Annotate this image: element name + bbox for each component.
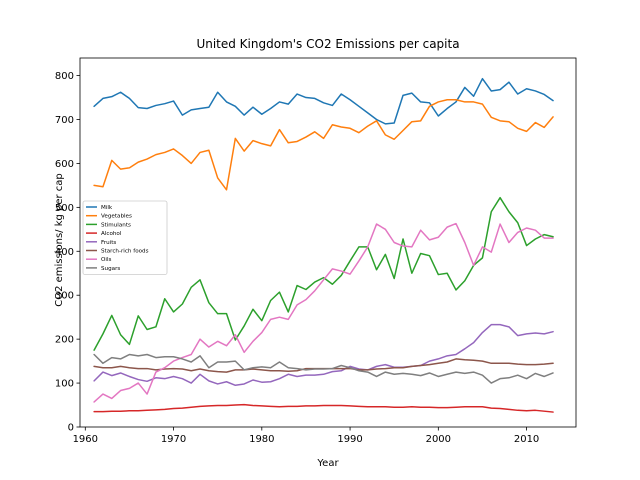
- x-tick-label: 1960: [73, 434, 98, 445]
- chart-title: United Kingdom's CO2 Emissions per capit…: [196, 37, 459, 51]
- series-line-1: [93, 98, 554, 191]
- legend-label: Vegetables: [101, 214, 132, 220]
- y-tick-label: 400: [55, 247, 74, 258]
- axes-frame: [79, 57, 577, 428]
- series-line-0: [93, 77, 554, 125]
- series-line-4: [93, 323, 554, 387]
- y-tick-label: 800: [55, 71, 74, 82]
- x-tick-label: 1980: [249, 434, 274, 445]
- y-axis-label: CO2 emissions/ kg per cap: [54, 173, 65, 307]
- legend-label: Alcohol: [101, 231, 122, 237]
- y-tick-label: 600: [55, 159, 74, 170]
- legend-label: Sugars: [101, 266, 120, 272]
- legend: Milk Vegetables Stimulants Alcohol Fruits Sta…: [82, 200, 168, 275]
- legend-box: [82, 200, 168, 275]
- series-line-2: [93, 196, 554, 351]
- legend-label: Stimulants: [101, 222, 131, 228]
- series-line-7: [93, 353, 554, 384]
- y-tick-label: 300: [55, 291, 74, 302]
- plot-area: [93, 77, 554, 413]
- x-tick-label: 1990: [337, 434, 362, 445]
- legend-label: Starch-rich foods: [101, 249, 149, 255]
- axes: 1960 1970 1980 1990 2000 2010 0 100 200 300 400 500…: [55, 57, 577, 445]
- legend-label: Oils: [101, 257, 112, 263]
- x-tick-label: 1970: [161, 434, 186, 445]
- y-tick-label: 200: [55, 335, 74, 346]
- legend-label: Fruits: [101, 240, 116, 246]
- x-tick-label: 2000: [426, 434, 451, 445]
- y-tick-label: 0: [68, 423, 74, 434]
- y-tick-label: 700: [55, 115, 74, 126]
- x-tick-label: 2010: [514, 434, 539, 445]
- y-tick-label: 500: [55, 203, 74, 214]
- series-line-3: [93, 403, 554, 413]
- series-line-6: [93, 222, 554, 403]
- x-axis-label: Year: [316, 458, 339, 469]
- legend-label: Milk: [101, 205, 113, 211]
- y-tick-label: 100: [55, 379, 74, 390]
